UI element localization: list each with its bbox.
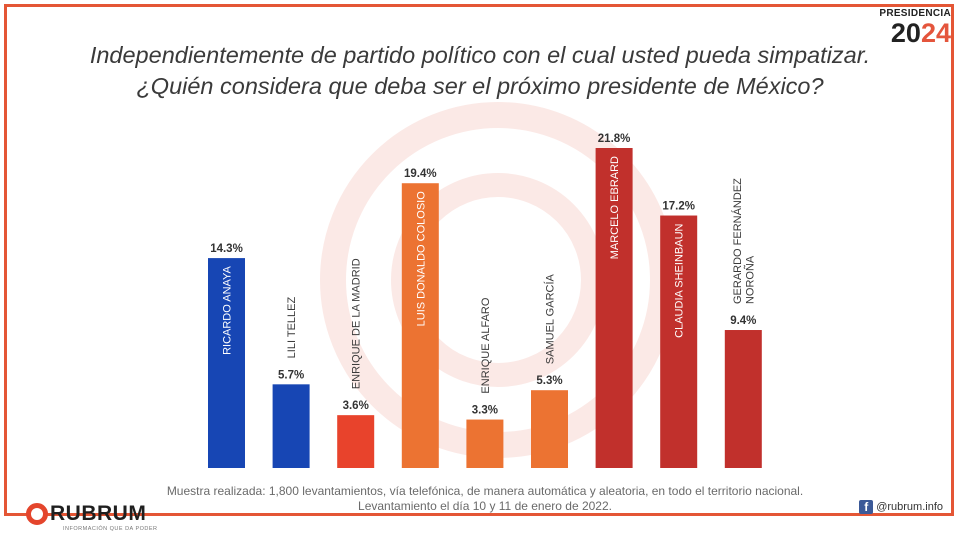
category-label-1-line-0: LILI TELLEZ [286, 296, 298, 358]
value-label-3: 19.4% [404, 168, 437, 180]
category-label-2-line-0: ENRIQUE DE LA MADRID [351, 258, 363, 389]
bar-1 [272, 384, 310, 468]
facebook-icon: f [859, 500, 874, 514]
category-label-8-line-0: GERARDO FERNÁNDEZ [731, 178, 744, 304]
value-label-0: 14.3% [210, 243, 243, 255]
rubrum-logo: RUBRUM INFORMACIÓN QUE DA PODER [26, 502, 157, 532]
category-label-4: ENRIQUE ALFARO [480, 297, 492, 393]
methodology-note: Muestra realizada: 1,800 levantamientos,… [120, 484, 850, 514]
social-handle[interactable]: f @rubrum.info [859, 500, 943, 514]
methodology-line-1: Muestra realizada: 1,800 levantamientos,… [166, 484, 804, 498]
badge-year: 2024 [890, 18, 951, 48]
category-label-5: SAMUEL GARCÍA [544, 273, 557, 364]
bar-6 [595, 148, 633, 468]
category-label-4-line-0: ENRIQUE ALFARO [480, 297, 492, 393]
badge-label: PRESIDENCIA [879, 8, 951, 19]
category-label-6: MARCELO EBRARD [609, 156, 621, 259]
chart-title-line-1: Independientemente de partido político c… [89, 42, 871, 68]
category-label-0-line-0: RICARDO ANAYA [222, 265, 234, 354]
logo-word: RUBRUM [50, 502, 147, 525]
bar-0 [208, 258, 245, 468]
bar-5 [531, 390, 568, 468]
category-label-6-line-0: MARCELO EBRARD [609, 156, 621, 259]
methodology-line-2: Levantamiento el día 10 y 11 de enero de… [358, 499, 612, 513]
bar-8 [724, 330, 762, 468]
frame-border [4, 4, 954, 516]
chart-title: Independientemente de partido político c… [20, 40, 940, 102]
value-label-8: 9.4% [730, 315, 756, 327]
category-label-7: CLAUDIA SHEINBAUN [674, 223, 686, 337]
value-label-6: 21.8% [598, 133, 631, 145]
rubrum-ring-icon [26, 503, 48, 525]
value-label-7: 17.2% [662, 201, 695, 213]
value-label-1: 5.7% [278, 369, 304, 381]
bar-3 [401, 183, 439, 468]
category-label-8-line-1: NOROÑA [744, 255, 757, 304]
bar-4 [466, 419, 504, 468]
category-label-7-line-0: CLAUDIA SHEINBAUN [674, 223, 686, 337]
category-label-0: RICARDO ANAYA [222, 265, 234, 354]
logo-tagline: INFORMACIÓN QUE DA PODER [63, 526, 158, 532]
chart-title-line-2: ¿Quién considera que deba ser el próximo… [136, 73, 824, 99]
bar-2 [337, 415, 375, 468]
category-label-2: ENRIQUE DE LA MADRID [351, 258, 363, 389]
presidencia-badge: PRESIDENCIA 2024 [879, 8, 951, 47]
bar-7 [660, 215, 698, 468]
category-label-3-line-0: LUIS DONALDO COLOSIO [415, 191, 427, 327]
category-label-5-line-0: SAMUEL GARCÍA [544, 273, 557, 364]
category-label-3: LUIS DONALDO COLOSIO [415, 191, 427, 327]
value-label-5: 5.3% [536, 375, 562, 387]
value-label-2: 3.6% [343, 400, 369, 412]
category-label-1: LILI TELLEZ [286, 296, 298, 358]
category-label-8: GERARDO FERNÁNDEZ NOROÑA [731, 178, 757, 304]
value-label-4: 3.3% [472, 405, 498, 417]
social-handle-text: @rubrum.info [876, 501, 943, 513]
